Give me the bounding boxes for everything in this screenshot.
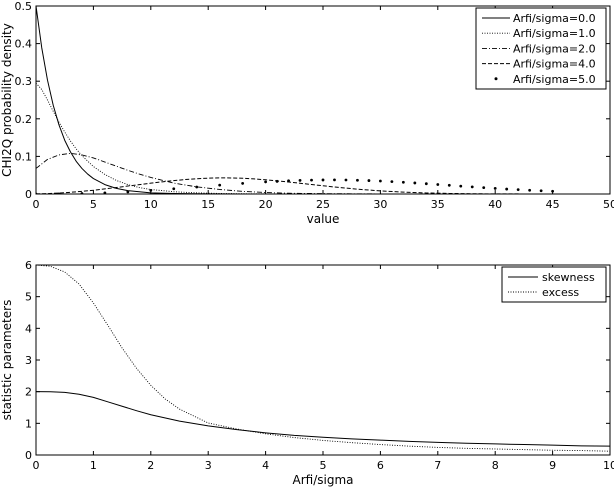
data-point [379,179,382,183]
x-tick-label: 0 [33,459,40,472]
y-tick-label: 0 [25,449,32,462]
series-5-points [36,178,554,194]
series-line-2 [36,82,610,194]
data-point [103,191,107,194]
y-tick-label: 1 [25,417,32,430]
chart-panel-2: 0 1 2 3 4 5 6 7 8 9 10 0 1 2 3 4 5 6 Arfi/sigma statistic p… [0,259,614,487]
y-tick-label: 0 [25,188,32,201]
x-tick-label: 30 [373,198,387,211]
data-point [126,190,130,194]
data-point [333,178,336,182]
data-point [241,182,245,185]
data-point [401,180,405,184]
legend: skewness excess [501,266,607,303]
data-point [218,183,222,187]
series-line-4 [36,177,610,194]
x-tick-label: 5 [320,459,327,472]
x-tick-label: 1 [90,459,97,472]
series-line-3 [36,152,610,194]
x-tick-label: 4 [262,459,269,472]
x-tick-label: 40 [488,198,502,211]
data-point [470,185,474,189]
data-point [195,185,199,189]
y-tick-label: 4 [25,322,32,335]
data-point [390,180,394,183]
legend-label: Arfi/sigma=0.0 [513,12,596,25]
data-point [321,178,325,182]
x-tick-label: 6 [377,459,384,472]
data-point [298,178,302,182]
data-point [482,186,486,190]
x-tick-label: 3 [205,459,212,472]
y-axis-label: statistic parameters [0,300,14,421]
x-tick-label: 8 [492,459,499,472]
x-axis-label: Arfi/sigma [293,473,354,487]
data-point [424,182,428,186]
x-tick-label: 7 [434,459,441,472]
legend: Arfi/sigma=0.0 Arfi/sigma=1.0 Arfi/sigma=2… [475,7,607,90]
legend-label: skewness [542,271,595,284]
legend-marker [494,77,498,81]
y-tick-label: 0.3 [15,75,33,88]
x-tick-label: 10 [144,198,158,211]
x-tick-label: 0 [33,198,40,211]
data-point [528,188,532,192]
y-tick-label: 0.2 [15,113,33,126]
legend-box [501,266,607,303]
legend-label: Arfi/sigma=1.0 [513,27,596,40]
data-point [264,180,267,184]
data-point [287,179,290,183]
data-point [447,183,451,187]
data-point [310,178,313,182]
x-tick-label: 15 [201,198,215,211]
data-point [172,187,176,191]
legend-label: excess [542,286,579,299]
data-point [539,189,543,193]
series-line-1 [36,391,610,447]
legend-label: Arfi/sigma=5.0 [513,73,596,86]
y-tick-label: 0.4 [15,38,33,51]
legend-label: Arfi/sigma=2.0 [513,42,596,55]
x-tick-label: 50 [603,198,614,211]
x-tick-label: 25 [316,198,330,211]
data-point [356,178,359,182]
x-tick-label: 35 [431,198,445,211]
y-tick-label: 3 [25,354,32,367]
data-point [436,183,440,186]
data-point [367,179,371,182]
x-tick-label: 10 [603,459,614,472]
data-point [344,178,348,182]
x-axis-label: value [307,212,340,226]
x-tick-label: 9 [549,459,556,472]
x-tick-label: 2 [147,459,154,472]
y-tick-label: 0.1 [15,150,33,163]
data-point [505,187,509,191]
data-point [275,179,279,183]
y-tick-label: 2 [25,386,32,399]
y-tick-label: 5 [25,291,32,304]
data-point [413,181,417,185]
chart-panel-1: 0 5 10 15 20 25 30 35 40 45 50 0 0.1 0.2 0.3 0.4 0.5 valu… [0,0,614,226]
x-tick-label: 20 [259,198,273,211]
x-tick-label: 5 [90,198,97,211]
x-tick-label: 45 [546,198,560,211]
data-point [516,188,520,192]
y-tick-label: 6 [25,259,32,272]
y-axis-label: CHI2Q probability density [0,23,14,177]
legend-label: Arfi/sigma=4.0 [513,58,596,71]
legend-box [475,7,607,90]
y-tick-label: 0.5 [15,0,33,13]
data-point [493,187,497,190]
data-point [459,184,463,188]
